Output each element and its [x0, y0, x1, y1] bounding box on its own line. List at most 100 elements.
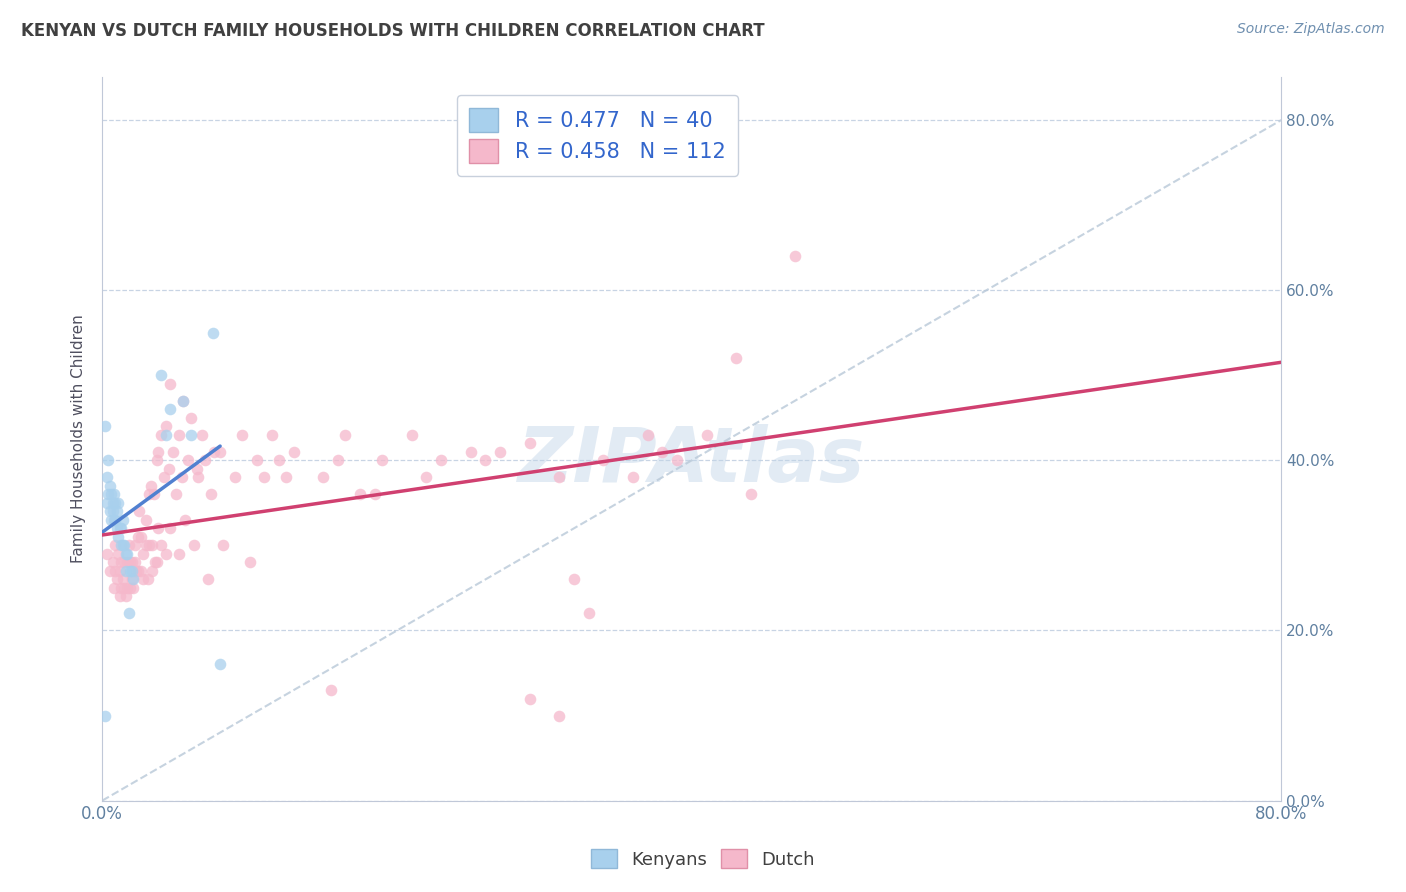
Point: [150, 538, 173, 552]
Point: [108, 590, 131, 604]
Legend: Kenyans, Dutch: Kenyans, Dutch: [583, 842, 823, 876]
Point: [114, 564, 136, 578]
Y-axis label: Family Households with Children: Family Households with Children: [72, 315, 86, 564]
Point: [96, 496, 118, 510]
Point: [120, 564, 142, 578]
Point: [112, 555, 135, 569]
Point: [592, 453, 614, 467]
Point: [364, 487, 387, 501]
Point: [212, 538, 235, 552]
Point: [267, 453, 290, 467]
Point: [651, 444, 673, 458]
Point: [637, 427, 659, 442]
Point: [121, 555, 143, 569]
Point: [110, 538, 132, 552]
Point: [148, 444, 170, 458]
Point: [139, 479, 162, 493]
Point: [100, 487, 122, 501]
Point: [162, 444, 184, 458]
Point: [155, 547, 177, 561]
Point: [132, 547, 155, 561]
Point: [103, 487, 125, 501]
Point: [170, 470, 193, 484]
Point: [578, 607, 600, 621]
Point: [783, 249, 806, 263]
Point: [110, 521, 132, 535]
Point: [101, 504, 124, 518]
Point: [107, 530, 129, 544]
Point: [107, 496, 129, 510]
Point: [740, 487, 762, 501]
Point: [110, 555, 132, 569]
Text: Source: ZipAtlas.com: Source: ZipAtlas.com: [1237, 22, 1385, 37]
Point: [100, 513, 122, 527]
Point: [121, 564, 143, 578]
Point: [167, 427, 190, 442]
Point: [138, 538, 160, 552]
Point: [276, 470, 298, 484]
Point: [122, 581, 145, 595]
Point: [519, 436, 541, 450]
Point: [224, 470, 246, 484]
Point: [98, 564, 121, 578]
Point: [129, 564, 152, 578]
Point: [135, 513, 157, 527]
Point: [231, 427, 253, 442]
Point: [621, 470, 644, 484]
Point: [129, 530, 152, 544]
Point: [197, 573, 219, 587]
Point: [145, 555, 167, 569]
Point: [105, 573, 128, 587]
Point: [186, 462, 208, 476]
Point: [135, 538, 157, 552]
Point: [172, 393, 194, 408]
Point: [474, 453, 496, 467]
Point: [142, 487, 165, 501]
Point: [153, 470, 176, 484]
Point: [138, 487, 160, 501]
Point: [136, 573, 159, 587]
Point: [239, 555, 262, 569]
Point: [187, 470, 209, 484]
Point: [209, 444, 232, 458]
Point: [430, 453, 453, 467]
Point: [172, 393, 194, 408]
Point: [98, 504, 121, 518]
Point: [111, 573, 134, 587]
Point: [101, 496, 124, 510]
Point: [155, 427, 177, 442]
Point: [117, 555, 139, 569]
Point: [415, 470, 437, 484]
Point: [117, 581, 139, 595]
Point: [159, 521, 181, 535]
Point: [194, 453, 217, 467]
Point: [460, 444, 482, 458]
Point: [696, 427, 718, 442]
Point: [177, 453, 200, 467]
Point: [105, 504, 128, 518]
Point: [121, 573, 143, 587]
Point: [104, 564, 127, 578]
Point: [202, 444, 225, 458]
Point: [107, 547, 129, 561]
Point: [150, 368, 173, 383]
Point: [180, 427, 202, 442]
Point: [349, 487, 371, 501]
Point: [548, 708, 571, 723]
Point: [724, 351, 747, 366]
Point: [94, 708, 117, 723]
Point: [548, 470, 571, 484]
Point: [159, 402, 181, 417]
Point: [157, 462, 180, 476]
Point: [103, 581, 125, 595]
Text: KENYAN VS DUTCH FAMILY HOUSEHOLDS WITH CHILDREN CORRELATION CHART: KENYAN VS DUTCH FAMILY HOUSEHOLDS WITH C…: [21, 22, 765, 40]
Point: [562, 573, 585, 587]
Point: [191, 427, 214, 442]
Point: [312, 470, 335, 484]
Point: [108, 521, 131, 535]
Point: [167, 547, 190, 561]
Point: [519, 691, 541, 706]
Point: [173, 513, 195, 527]
Legend: R = 0.477   N = 40, R = 0.458   N = 112: R = 0.477 N = 40, R = 0.458 N = 112: [457, 95, 738, 176]
Point: [200, 487, 222, 501]
